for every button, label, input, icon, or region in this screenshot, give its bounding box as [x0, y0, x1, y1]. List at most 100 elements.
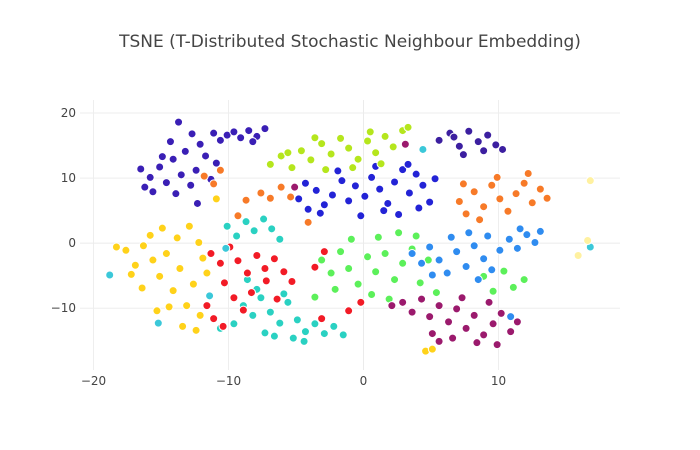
scatter-point[interactable]: [454, 141, 464, 151]
scatter-point[interactable]: [229, 319, 239, 329]
scatter-point[interactable]: [530, 237, 540, 247]
scatter-point[interactable]: [427, 329, 437, 339]
scatter-point[interactable]: [387, 301, 397, 311]
scatter-point[interactable]: [211, 194, 221, 204]
scatter-point[interactable]: [398, 165, 408, 175]
scatter-point[interactable]: [233, 256, 243, 266]
scatter-point[interactable]: [310, 262, 320, 272]
scatter-point[interactable]: [454, 196, 464, 206]
scatter-point[interactable]: [292, 315, 302, 325]
scatter-point[interactable]: [265, 307, 275, 317]
cluster-6[interactable]: [202, 242, 366, 331]
scatter-point[interactable]: [427, 270, 437, 280]
scatter-point[interactable]: [296, 146, 306, 156]
scatter-point[interactable]: [283, 148, 293, 158]
scatter-point[interactable]: [168, 154, 178, 164]
scatter-point[interactable]: [380, 249, 390, 259]
scatter-point[interactable]: [187, 129, 197, 139]
scatter-point[interactable]: [265, 159, 275, 169]
scatter-point[interactable]: [130, 260, 140, 270]
scatter-point[interactable]: [176, 170, 186, 180]
scatter-point[interactable]: [475, 215, 485, 225]
scatter-point[interactable]: [155, 271, 165, 281]
scatter-point[interactable]: [346, 234, 356, 244]
scatter-point[interactable]: [431, 288, 441, 298]
scatter-point[interactable]: [383, 198, 393, 208]
cluster-0[interactable]: [136, 117, 270, 208]
cluster-3[interactable]: [265, 122, 413, 175]
scatter-point[interactable]: [161, 178, 171, 188]
scatter-point[interactable]: [232, 231, 242, 241]
scatter-point[interactable]: [299, 336, 309, 346]
scatter-point[interactable]: [434, 301, 444, 311]
scatter-point[interactable]: [209, 314, 219, 324]
scatter-point[interactable]: [495, 245, 505, 255]
scatter-point[interactable]: [479, 330, 489, 340]
scatter-point[interactable]: [425, 197, 435, 207]
scatter-point[interactable]: [344, 306, 354, 316]
scatter-point[interactable]: [319, 200, 329, 210]
scatter-point[interactable]: [215, 135, 225, 145]
scatter-point[interactable]: [464, 228, 474, 238]
scatter-point[interactable]: [403, 159, 413, 169]
scatter-point[interactable]: [311, 185, 321, 195]
scatter-point[interactable]: [483, 231, 493, 241]
points[interactable]: [105, 117, 595, 356]
scatter-point[interactable]: [241, 195, 251, 205]
scatter-point[interactable]: [272, 294, 282, 304]
scatter-point[interactable]: [464, 126, 474, 136]
cluster-12[interactable]: [573, 176, 595, 260]
scatter-point[interactable]: [202, 301, 212, 311]
scatter-point[interactable]: [195, 310, 205, 320]
scatter-point[interactable]: [444, 317, 454, 327]
scatter-point[interactable]: [404, 188, 414, 198]
scatter-point[interactable]: [573, 250, 583, 260]
scatter-point[interactable]: [350, 181, 360, 191]
scatter-point[interactable]: [434, 135, 444, 145]
scatter-point[interactable]: [319, 247, 329, 257]
scatter-point[interactable]: [407, 249, 417, 259]
scatter-point[interactable]: [388, 142, 398, 152]
cluster-2[interactable]: [434, 126, 508, 160]
scatter-point[interactable]: [326, 268, 336, 278]
scatter-point[interactable]: [365, 127, 375, 137]
scatter-point[interactable]: [182, 301, 192, 311]
scatter-point[interactable]: [290, 182, 300, 192]
scatter-point[interactable]: [252, 250, 262, 260]
scatter-point[interactable]: [418, 180, 428, 190]
scatter-point[interactable]: [344, 143, 354, 153]
scatter-point[interactable]: [469, 187, 479, 197]
scatter-point[interactable]: [400, 139, 410, 149]
scatter-point[interactable]: [219, 278, 229, 288]
scatter-point[interactable]: [363, 136, 373, 146]
scatter-point[interactable]: [194, 237, 204, 247]
scatter-point[interactable]: [229, 127, 239, 137]
scatter-point[interactable]: [430, 174, 440, 184]
scatter-point[interactable]: [172, 233, 182, 243]
scatter-point[interactable]: [473, 275, 483, 285]
scatter-point[interactable]: [178, 321, 188, 331]
cluster-4[interactable]: [199, 165, 552, 227]
scatter-point[interactable]: [215, 258, 225, 268]
scatter-point[interactable]: [303, 204, 313, 214]
scatter-point[interactable]: [175, 264, 185, 274]
scatter-point[interactable]: [205, 291, 215, 301]
scatter-point[interactable]: [321, 165, 331, 175]
scatter-point[interactable]: [121, 245, 131, 255]
scatter-point[interactable]: [442, 268, 452, 278]
scatter-point[interactable]: [198, 253, 208, 263]
scatter-point[interactable]: [452, 247, 462, 257]
scatter-point[interactable]: [542, 193, 552, 203]
scatter-point[interactable]: [434, 336, 444, 346]
scatter-point[interactable]: [283, 297, 293, 307]
scatter-point[interactable]: [356, 297, 366, 307]
scatter-point[interactable]: [105, 270, 115, 280]
scatter-point[interactable]: [446, 232, 456, 242]
cluster-11[interactable]: [105, 144, 595, 328]
scatter-point[interactable]: [473, 137, 483, 147]
scatter-point[interactable]: [371, 148, 381, 158]
scatter-point[interactable]: [487, 180, 497, 190]
scatter-point[interactable]: [174, 117, 184, 127]
scatter-point[interactable]: [244, 126, 254, 136]
scatter-point[interactable]: [279, 267, 289, 277]
